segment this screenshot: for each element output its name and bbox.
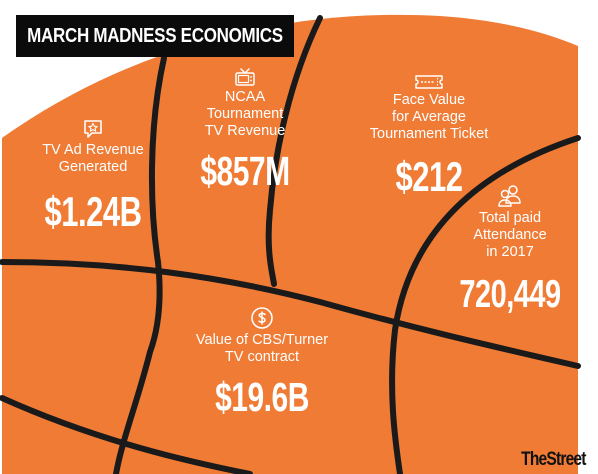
television-icon (235, 68, 255, 86)
stat-value: $857M (200, 150, 290, 195)
basketball-seams (0, 15, 581, 474)
stat-label-line: Tournament Ticket (369, 126, 489, 142)
stat-label-line: TV Revenue (204, 123, 286, 139)
stat-value: $1.24B (44, 188, 142, 236)
stat-label-line: for Average (392, 109, 466, 125)
seam-curve-right (389, 135, 581, 474)
stat-label-line: TV contract (224, 349, 300, 365)
stat-value: 720,449 (459, 273, 561, 317)
star-speech-bubble-icon (84, 120, 102, 138)
stat-cbs-turner-contract: Value of CBS/Turner TV contract $19.6B (172, 306, 352, 421)
stat-label-line: Total paid (478, 210, 542, 226)
stat-total-attendance: Total paid Attendance in 2017 720,449 (442, 184, 578, 316)
stat-label-line: Tournament (206, 106, 284, 122)
stat-label-line: Value of CBS/Turner (195, 332, 329, 348)
page-title: MARCH MADNESS ECONOMICS (27, 24, 283, 47)
brand-logo: TheStreet (521, 449, 587, 470)
ticket-icon (415, 75, 443, 89)
stat-label-line: Face Value (392, 92, 466, 108)
seam-vertical-right (265, 15, 323, 287)
seam-curve-lower-left (0, 395, 253, 474)
seam-vertical-center (113, 55, 167, 474)
dollar-coin-icon (251, 307, 273, 329)
stat-label-line: Generated (58, 159, 128, 175)
stat-tv-ad-revenue: TV Ad Revenue Generated $1.24B (18, 118, 168, 235)
stat-average-ticket: Face Value for Average Tournament Ticket… (354, 74, 504, 200)
stat-label-line: in 2017 (486, 244, 534, 260)
seam-horizontal (0, 259, 581, 369)
stat-value: $212 (395, 153, 463, 201)
stat-label-line: TV Ad Revenue (42, 142, 144, 158)
title-banner: MARCH MADNESS ECONOMICS (16, 15, 294, 57)
people-icon (498, 185, 521, 207)
stat-label-line: NCAA (224, 89, 266, 105)
stat-label-line: Attendance (473, 227, 547, 243)
stat-ncaa-tv-revenue: NCAA Tournament TV Revenue $857M (182, 67, 308, 195)
stat-value: $19.6B (215, 376, 309, 421)
